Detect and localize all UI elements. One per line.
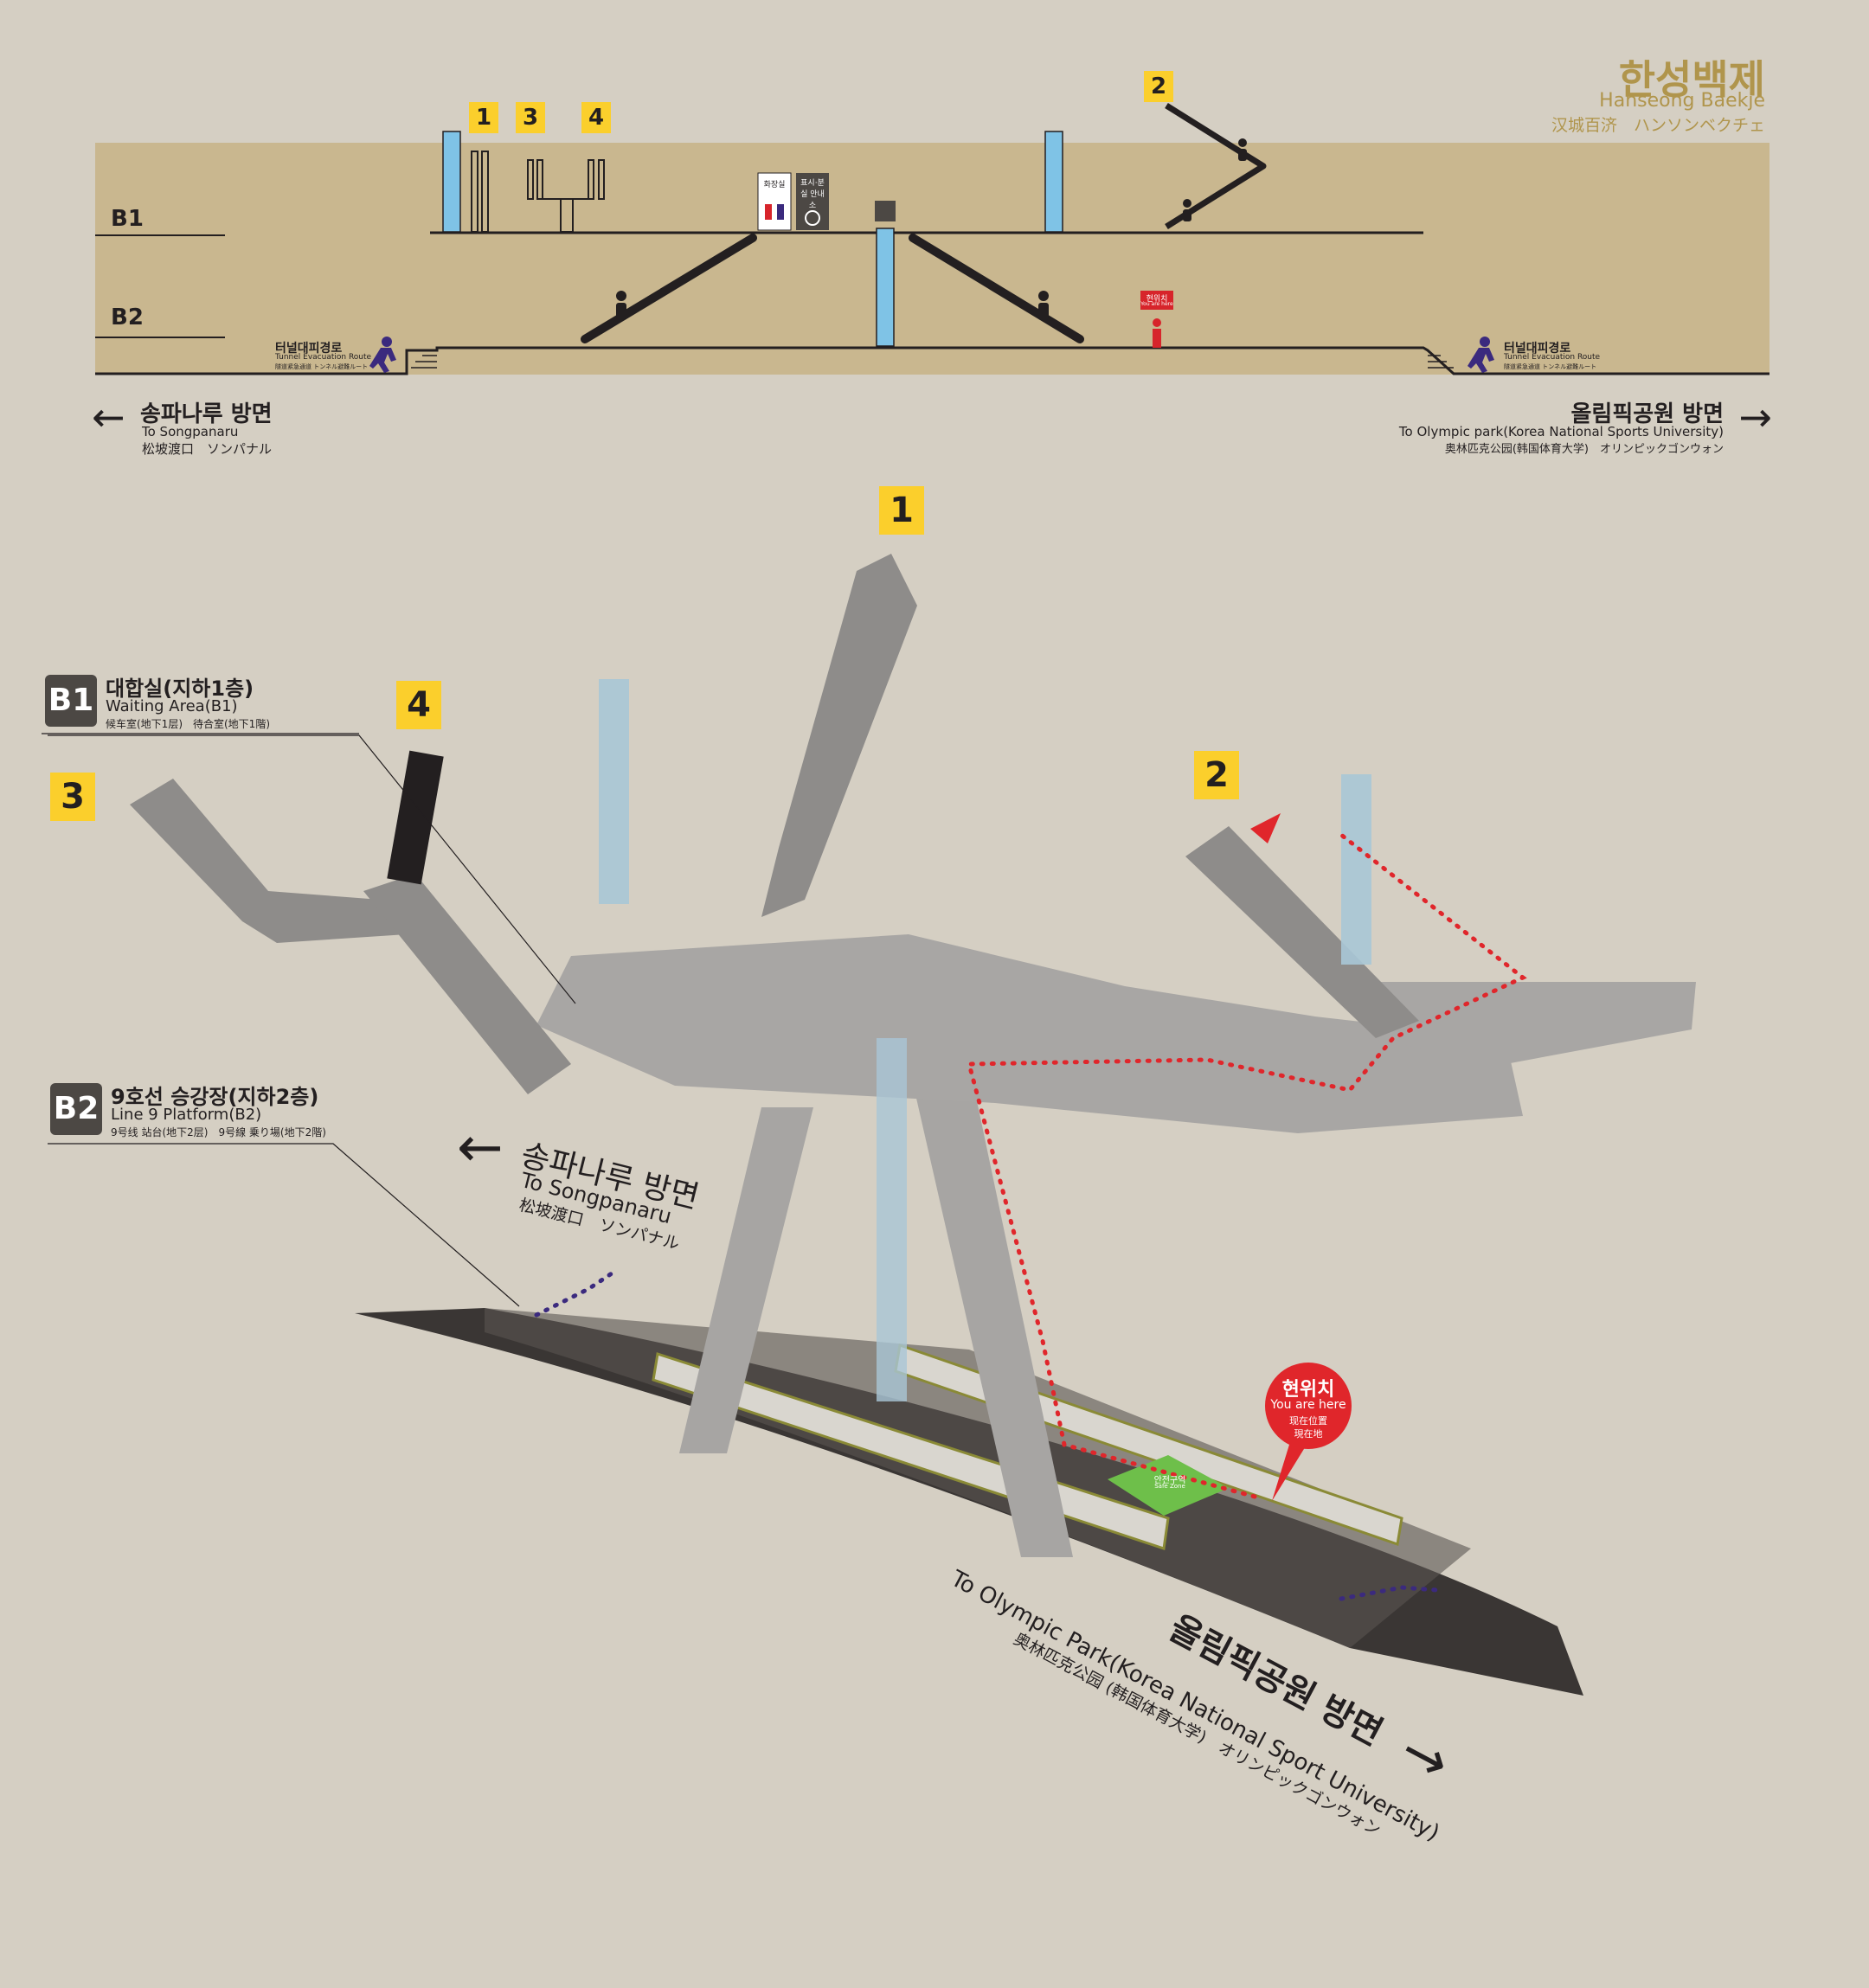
safe-zone: [1108, 1455, 1229, 1516]
here-label-cn: 现在位置: [1289, 1415, 1327, 1427]
station-name-en: Hanseong Baekje: [1599, 90, 1765, 112]
b2-floor-line: [95, 346, 1769, 375]
section-band: [95, 143, 1769, 375]
section-exit-4: 4: [581, 102, 611, 133]
map-left-arrow: ←: [457, 1116, 504, 1180]
station-name-cj: 汉城百济 ハンソンベクチェ: [1551, 116, 1765, 135]
elevator-center: [876, 228, 895, 347]
support-right: [909, 1064, 1073, 1557]
stair-exit-4: [387, 750, 444, 885]
left-direction-en: To Songpanaru: [142, 424, 239, 439]
b2-title-ko: 9호선 승강장(지하2층): [111, 1085, 319, 1109]
right-direction-cj: 奥林匹克公园(韩国体育大学) オリンピックゴンウォン: [1444, 443, 1724, 456]
here-label-en: You are here: [1270, 1398, 1346, 1412]
tunnel-left-en: Tunnel Evacuation Route: [275, 353, 372, 362]
map-exit-3: 3: [50, 773, 95, 821]
b2-title-cj: 9号线 站台(地下2层) 9号線 乗り場(地下2階): [111, 1126, 326, 1138]
tunnel-right-cj: 隧道紧急通道 トンネル避難ルート: [1504, 363, 1597, 370]
b1-title-en: Waiting Area(B1): [106, 697, 238, 715]
b1-title-cj: 候车室(地下1层) 待合室(地下1階): [106, 718, 270, 730]
map-exit-2: 2: [1194, 751, 1239, 799]
right-direction-en: To Olympic park(Korea National Sports Un…: [1398, 424, 1724, 439]
info-sign: [796, 173, 829, 230]
evac-route-purple-right: [1339, 1585, 1439, 1601]
elevator-sign: [875, 201, 896, 221]
right-direction-arrow: →: [1738, 394, 1772, 440]
right-direction-ko: 올림픽공원 방면: [1570, 401, 1724, 427]
b1-title-ko: 대합실(지하1층): [106, 677, 254, 701]
current-position-sign: [1140, 291, 1173, 310]
restroom-sign: [757, 172, 792, 231]
section-b2-label: B2: [111, 305, 144, 330]
arm-exit-1: [761, 554, 917, 917]
info-label: 표시·분실 안내소: [800, 179, 825, 210]
tunnel-right-ko: 터널대피경로: [1504, 342, 1571, 356]
section-exit-3: 3: [516, 102, 545, 133]
current-position-sub: You are here: [1140, 301, 1173, 307]
left-direction-cj: 松坡渡口 ソンパナル: [142, 441, 273, 457]
b1-concourse: [536, 934, 1523, 1133]
section-exit-1: 1: [469, 102, 498, 133]
tunnel-left-cj: 隧道紧急通道 トンネル避難ルート: [275, 363, 369, 370]
arm-exit-2: [1185, 826, 1419, 1038]
here-label-ko: 현위치: [1281, 1379, 1335, 1401]
here-pin: [1265, 1363, 1352, 1449]
b1-level-badge: B1: [45, 675, 97, 727]
station-name-ko: 한성백제: [1618, 56, 1765, 103]
map-exit-4: 4: [396, 681, 441, 729]
arm-exit-3: [130, 779, 407, 943]
b2-level-badge: B2: [50, 1083, 102, 1135]
elevator-exit1: [442, 131, 461, 233]
current-position-label: 현위치: [1146, 295, 1168, 304]
evac-route-purple-left: [534, 1269, 617, 1318]
b2-title-en: Line 9 Platform(B2): [111, 1106, 262, 1124]
left-direction-arrow: ←: [92, 394, 125, 440]
left-direction-ko: 송파나루 방면: [140, 401, 273, 427]
elevator-exit2: [1044, 131, 1063, 233]
section-b1-label: B1: [111, 206, 144, 232]
restroom-label: 화장실: [763, 181, 786, 189]
safe-zone-en: Safe Zone: [1154, 1483, 1185, 1490]
arm-exit-4: [363, 874, 571, 1094]
support-left: [679, 1107, 813, 1453]
tunnel-right-en: Tunnel Evacuation Route: [1504, 353, 1601, 362]
tunnel-left-ko: 터널대피경로: [275, 342, 343, 356]
safe-zone-ko: 안전구역: [1153, 1476, 1186, 1485]
map-exit-1: 1: [879, 486, 924, 535]
section-exit-2: 2: [1144, 71, 1173, 102]
here-label-jp: 現在地: [1294, 1428, 1323, 1440]
